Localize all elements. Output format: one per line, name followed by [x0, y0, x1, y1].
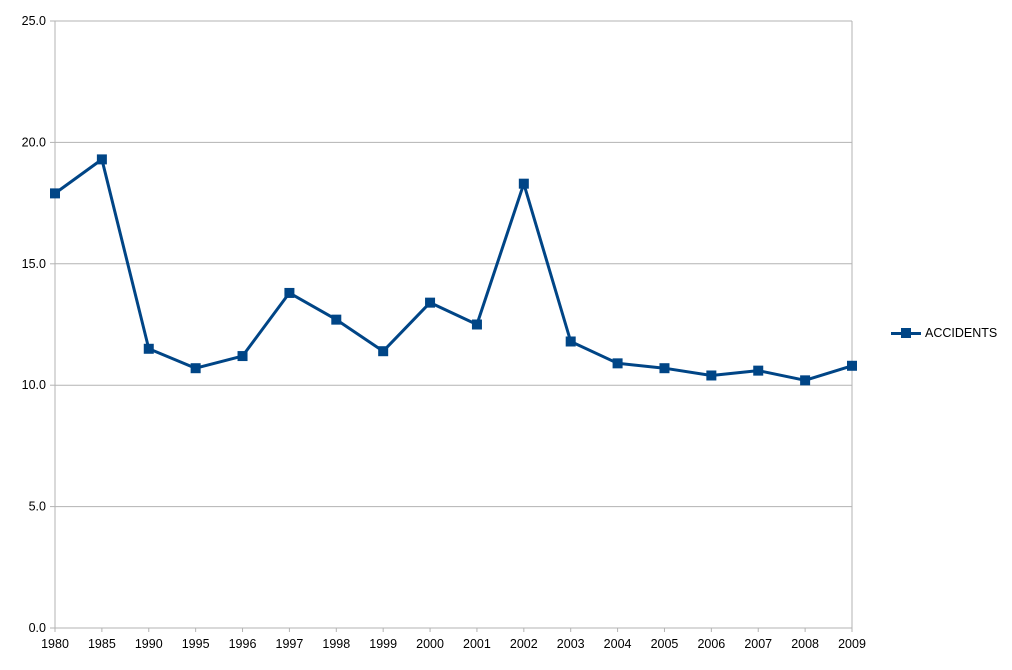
data-point-marker	[518, 178, 529, 189]
x-tick-label: 2007	[744, 637, 772, 651]
data-point-marker	[96, 154, 107, 165]
x-tick-label: 1980	[41, 637, 69, 651]
data-point-marker	[425, 297, 436, 308]
data-point-marker	[237, 351, 248, 362]
data-point-marker	[706, 370, 717, 381]
chart-legend: ACCIDENTS	[891, 324, 997, 342]
x-tick-label: 2004	[604, 637, 632, 651]
data-point-marker	[847, 360, 857, 371]
legend-square-marker-icon	[901, 328, 911, 338]
x-tick-label: 2000	[416, 637, 444, 651]
x-tick-label: 2006	[697, 637, 725, 651]
y-tick-label: 10.0	[22, 378, 46, 392]
data-point-marker	[331, 314, 342, 325]
x-tick-label: 1999	[369, 637, 397, 651]
data-point-marker	[50, 188, 60, 199]
x-tick-label: 2003	[557, 637, 585, 651]
x-tick-label: 2005	[651, 637, 679, 651]
data-point-marker	[753, 365, 764, 376]
data-point-marker	[659, 363, 670, 374]
data-point-marker	[800, 375, 811, 386]
data-point-marker	[565, 336, 576, 347]
x-tick-label: 1995	[182, 637, 210, 651]
y-tick-label: 25.0	[22, 14, 46, 28]
legend-label: ACCIDENTS	[925, 326, 998, 340]
data-point-marker	[612, 358, 623, 369]
x-tick-label: 1998	[322, 637, 350, 651]
x-tick-label: 1997	[276, 637, 304, 651]
data-point-marker	[143, 343, 154, 354]
y-tick-label: 15.0	[22, 257, 46, 271]
y-tick-label: 20.0	[22, 135, 46, 149]
data-point-marker	[284, 287, 295, 298]
x-tick-label: 1990	[135, 637, 163, 651]
x-tick-label: 2008	[791, 637, 819, 651]
legend-series-swatch	[891, 324, 921, 342]
x-tick-label: 2009	[838, 637, 866, 651]
series-line	[54, 157, 853, 382]
y-tick-label: 5.0	[29, 500, 46, 514]
y-tick-label: 0.0	[29, 621, 46, 635]
x-tick-label: 2002	[510, 637, 538, 651]
x-tick-label: 1985	[88, 637, 116, 651]
x-tick-label: 1996	[229, 637, 257, 651]
data-point-marker	[190, 363, 201, 374]
x-tick-label: 2001	[463, 637, 491, 651]
data-point-marker	[378, 346, 389, 357]
data-point-marker	[471, 319, 482, 330]
